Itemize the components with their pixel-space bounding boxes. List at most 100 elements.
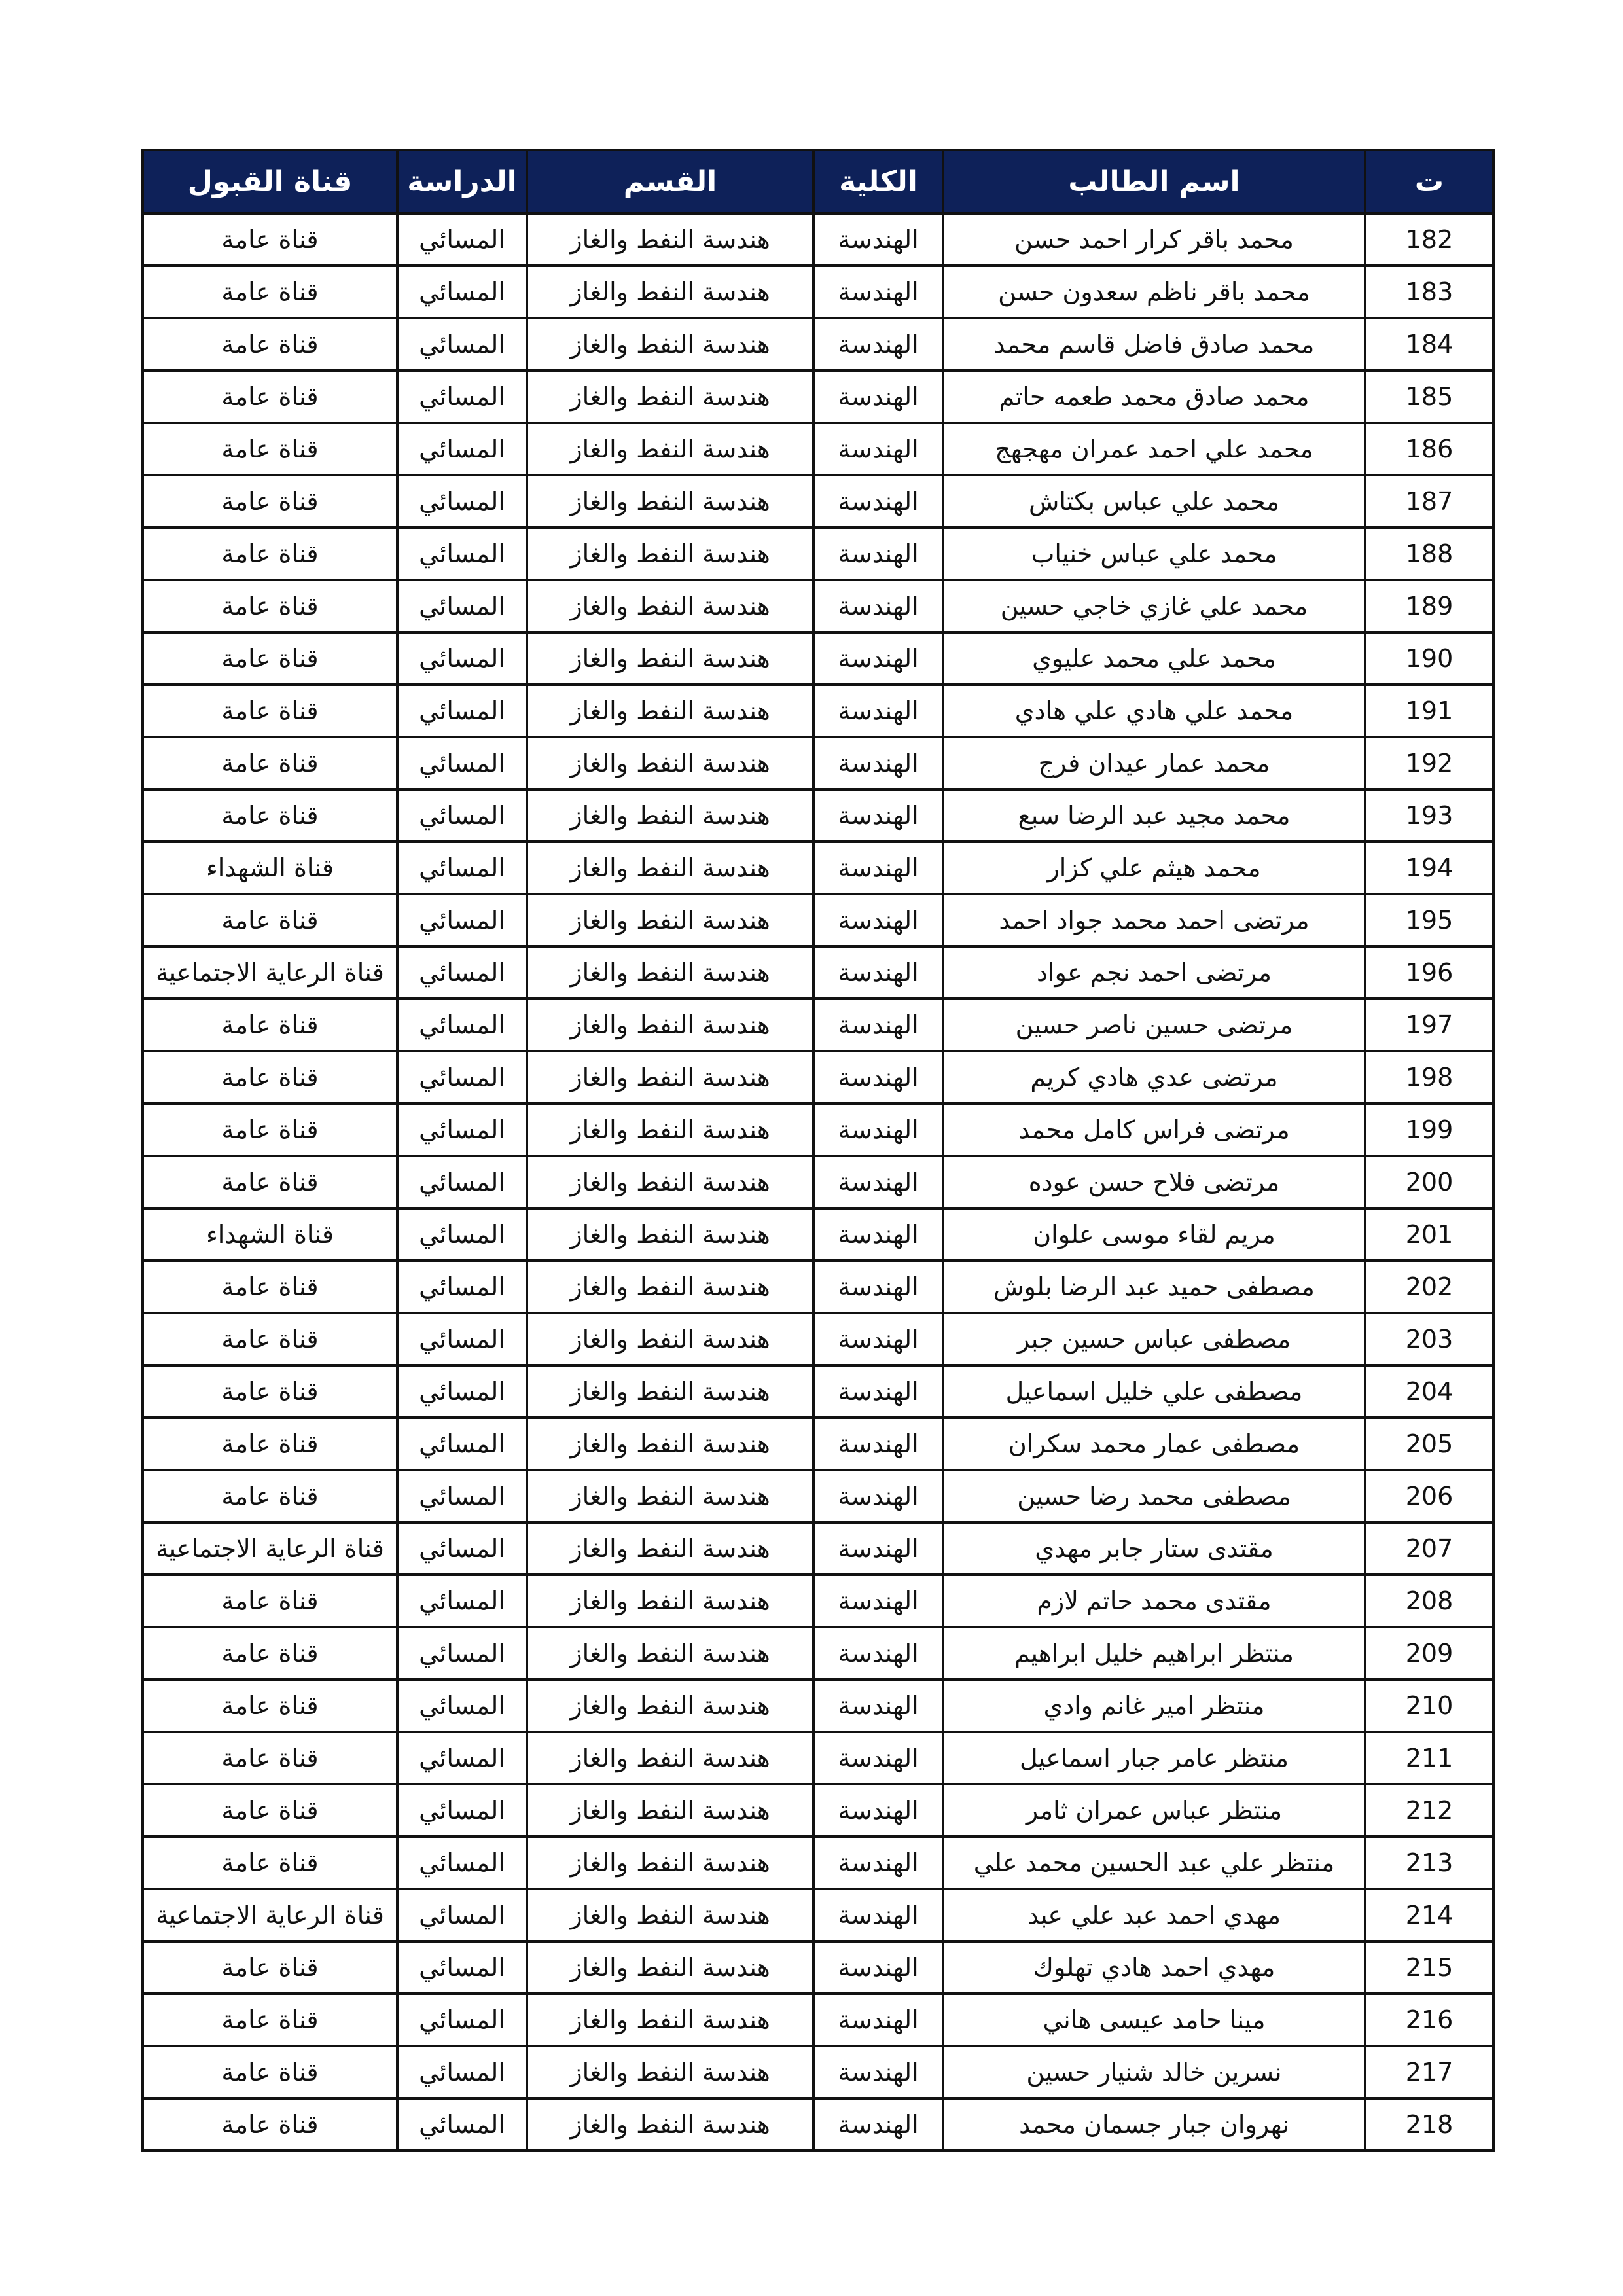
students-table: ت اسم الطالب الكلية القسم الدراسة قناة ا… — [141, 149, 1495, 2152]
cell-study: المسائي — [396, 1521, 528, 1576]
cell-student-name: مرتضى فراس كامل محمد — [942, 1102, 1366, 1157]
cell-department: هندسة النفط والغاز — [526, 474, 815, 529]
table-row: 201 مريم لقاء موسى علوان الهندسة هندسة النف… — [141, 1207, 1495, 1262]
cell-number: 199 — [1364, 1102, 1495, 1157]
header-study: الدراسة — [396, 149, 528, 215]
cell-admission-channel: قناة عامة — [141, 2097, 399, 2152]
cell-college: الهندسة — [812, 2045, 944, 2100]
cell-number: 207 — [1364, 1521, 1495, 1576]
cell-study: المسائي — [396, 1102, 528, 1157]
cell-student-name: محمد علي عباس خنياب — [942, 526, 1366, 581]
cell-student-name: منتظر علي عبد الحسين محمد علي — [942, 1835, 1366, 1890]
cell-admission-channel: قناة الشهداء — [141, 1207, 399, 1262]
cell-number: 197 — [1364, 997, 1495, 1052]
cell-student-name: محمد علي احمد عمران مهجهج — [942, 422, 1366, 476]
cell-admission-channel: قناة عامة — [141, 317, 399, 372]
table-row: 185 محمد صادق محمد طعمه حاتم الهندسة هندسة … — [141, 369, 1495, 424]
cell-department: هندسة النفط والغاز — [526, 631, 815, 686]
cell-college: الهندسة — [812, 1050, 944, 1105]
cell-student-name: مرتضى احمد محمد جواد احمد — [942, 893, 1366, 948]
cell-student-name: نسرين خالد شنيار حسين — [942, 2045, 1366, 2100]
cell-department: هندسة النفط والغاز — [526, 1678, 815, 1733]
cell-college: الهندسة — [812, 736, 944, 791]
table-row: 204 مصطفى علي خليل اسماعيل الهندسة هندسة ال… — [141, 1364, 1495, 1419]
cell-student-name: مصطفى عمار محمد سكران — [942, 1416, 1366, 1471]
cell-student-name: مقتدى محمد حاتم لازم — [942, 1573, 1366, 1628]
cell-study: المسائي — [396, 474, 528, 529]
cell-student-name: محمد باقر كرار احمد حسن — [942, 212, 1366, 267]
cell-study: المسائي — [396, 317, 528, 372]
cell-college: الهندسة — [812, 631, 944, 686]
cell-study: المسائي — [396, 369, 528, 424]
cell-college: الهندسة — [812, 788, 944, 843]
cell-department: هندسة النفط والغاز — [526, 317, 815, 372]
cell-admission-channel: قناة عامة — [141, 1102, 399, 1157]
header-admission-channel: قناة القبول — [141, 149, 399, 215]
cell-admission-channel: قناة عامة — [141, 631, 399, 686]
cell-number: 185 — [1364, 369, 1495, 424]
cell-admission-channel: قناة الرعاية الاجتماعية — [141, 1521, 399, 1576]
cell-study: المسائي — [396, 1573, 528, 1628]
cell-number: 202 — [1364, 1259, 1495, 1314]
cell-college: الهندسة — [812, 1416, 944, 1471]
table-row: 212 منتظر عباس عمران ثامر الهندسة هندسة الن… — [141, 1783, 1495, 1838]
cell-study: المسائي — [396, 736, 528, 791]
cell-number: 194 — [1364, 840, 1495, 895]
cell-study: المسائي — [396, 1626, 528, 1681]
table-row: 207 مقتدى ستار جابر مهدي الهندسة هندسة النف… — [141, 1521, 1495, 1576]
cell-admission-channel: قناة عامة — [141, 736, 399, 791]
cell-study: المسائي — [396, 683, 528, 738]
cell-college: الهندسة — [812, 1940, 944, 1995]
cell-admission-channel: قناة عامة — [141, 1364, 399, 1419]
cell-admission-channel: قناة عامة — [141, 264, 399, 319]
cell-number: 212 — [1364, 1783, 1495, 1838]
cell-college: الهندسة — [812, 1992, 944, 2047]
cell-college: الهندسة — [812, 1521, 944, 1576]
cell-college: الهندسة — [812, 474, 944, 529]
cell-department: هندسة النفط والغاز — [526, 683, 815, 738]
cell-college: الهندسة — [812, 264, 944, 319]
cell-college: الهندسة — [812, 369, 944, 424]
cell-student-name: منتظر ابراهيم خليل ابراهيم — [942, 1626, 1366, 1681]
cell-admission-channel: قناة عامة — [141, 788, 399, 843]
cell-study: المسائي — [396, 1416, 528, 1471]
cell-student-name: محمد هيثم علي كزار — [942, 840, 1366, 895]
cell-admission-channel: قناة عامة — [141, 1573, 399, 1628]
cell-department: هندسة النفط والغاز — [526, 788, 815, 843]
cell-department: هندسة النفط والغاز — [526, 1626, 815, 1681]
cell-admission-channel: قناة عامة — [141, 1312, 399, 1367]
cell-study: المسائي — [396, 212, 528, 267]
cell-study: المسائي — [396, 1312, 528, 1367]
table-row: 199 مرتضى فراس كامل محمد الهندسة هندسة النف… — [141, 1102, 1495, 1157]
cell-student-name: محمد علي عباس بكتاش — [942, 474, 1366, 529]
header-college: الكلية — [812, 149, 944, 215]
table-row: 202 مصطفى حميد عبد الرضا بلوش الهندسة هندسة… — [141, 1259, 1495, 1314]
cell-student-name: مقتدى ستار جابر مهدي — [942, 1521, 1366, 1576]
cell-department: هندسة النفط والغاز — [526, 2097, 815, 2152]
cell-department: هندسة النفط والغاز — [526, 1312, 815, 1367]
cell-admission-channel: قناة عامة — [141, 997, 399, 1052]
cell-student-name: نهروان جبار جسمان محمد — [942, 2097, 1366, 2152]
cell-student-name: محمد عمار عيدان فرج — [942, 736, 1366, 791]
cell-number: 184 — [1364, 317, 1495, 372]
cell-admission-channel: قناة عامة — [141, 1626, 399, 1681]
cell-study: المسائي — [396, 1940, 528, 1995]
cell-department: هندسة النفط والغاز — [526, 264, 815, 319]
cell-admission-channel: قناة عامة — [141, 1783, 399, 1838]
cell-study: المسائي — [396, 1835, 528, 1890]
cell-college: الهندسة — [812, 1102, 944, 1157]
cell-number: 192 — [1364, 736, 1495, 791]
cell-college: الهندسة — [812, 1312, 944, 1367]
cell-admission-channel: قناة عامة — [141, 1050, 399, 1105]
cell-department: هندسة النفط والغاز — [526, 945, 815, 1000]
cell-student-name: منتظر عباس عمران ثامر — [942, 1783, 1366, 1838]
cell-college: الهندسة — [812, 893, 944, 948]
cell-college: الهندسة — [812, 945, 944, 1000]
cell-department: هندسة النفط والغاز — [526, 422, 815, 476]
table-row: 203 مصطفى عباس حسين جبر الهندسة هندسة النفط… — [141, 1312, 1495, 1367]
table-row: 190 محمد علي محمد عليوي الهندسة هندسة النفط… — [141, 631, 1495, 686]
cell-college: الهندسة — [812, 317, 944, 372]
cell-college: الهندسة — [812, 997, 944, 1052]
cell-department: هندسة النفط والغاز — [526, 1050, 815, 1105]
table-row: 210 منتظر امير غانم وادي الهندسة هندسة النف… — [141, 1678, 1495, 1733]
